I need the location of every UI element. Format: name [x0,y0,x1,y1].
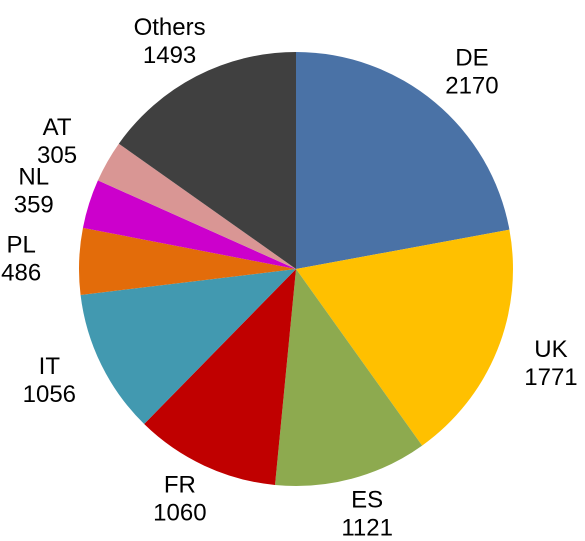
slice-label: UK [534,336,567,363]
slice-label: Others [134,14,206,41]
slice-value: 2170 [445,72,498,99]
slice-value: 1060 [153,499,206,526]
pie-slice [82,180,296,269]
pie-slice [78,227,296,296]
slice-label: PL [6,231,35,258]
slice-value: 1056 [23,381,76,408]
pie-slice [118,52,296,269]
slice-value: 1493 [143,42,196,69]
slice-label: DE [455,44,488,71]
slice-label: AT [43,114,72,141]
pie-slice [80,269,296,425]
slice-value: 1121 [341,515,393,541]
slice-value: 305 [37,142,77,169]
slice-value: 1771 [524,364,577,391]
pie-slice [296,52,510,269]
slice-value: 359 [14,192,54,219]
slice-label: IT [39,353,61,380]
pie-slice [144,269,296,485]
slice-label: ES [351,487,383,514]
pie-slice [296,229,513,446]
pie-slice [275,269,423,486]
slice-label: NL [18,164,49,191]
slice-value: 486 [1,259,41,286]
slice-label: FR [164,471,196,498]
pie-slice [97,143,296,269]
